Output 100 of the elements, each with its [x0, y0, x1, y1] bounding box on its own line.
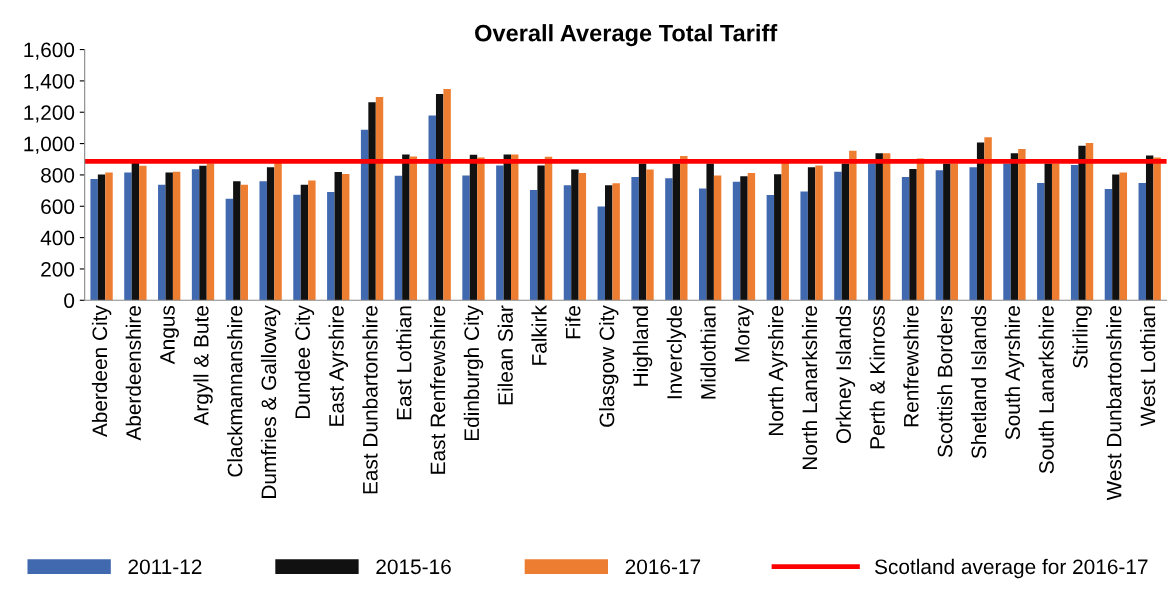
bar — [165, 172, 173, 301]
x-tick-label: Aberdeen City — [91, 305, 112, 438]
bar — [909, 168, 917, 301]
x-tick-label: Eilean Siar — [497, 305, 513, 405]
bar — [672, 163, 681, 301]
bar — [97, 174, 106, 301]
bar — [233, 181, 241, 301]
bar — [511, 154, 519, 301]
bar — [1078, 145, 1086, 301]
x-tick-label: Glasgow City — [599, 305, 619, 427]
bar — [706, 163, 714, 301]
x-tick-label: East Dunbartonshire — [362, 306, 378, 494]
x-tick-label: South Lanarkshire — [1038, 306, 1054, 474]
x-tick-label: North Ayrshire — [768, 306, 788, 436]
bar — [375, 96, 384, 301]
legend-label: Scotland average for 2016-17 — [874, 558, 1148, 579]
bar — [916, 158, 925, 301]
bar — [402, 154, 410, 301]
bar — [807, 167, 816, 301]
bar — [969, 167, 977, 301]
x-tick-label: East Lothian — [396, 306, 412, 420]
bar — [394, 175, 403, 301]
bar — [266, 167, 275, 301]
x-tick-label: Orkney Islands — [835, 305, 856, 444]
bar — [496, 165, 504, 301]
bar — [191, 169, 200, 301]
bar — [172, 171, 181, 301]
bar — [1153, 157, 1161, 301]
x-tick-label: Stirling — [1072, 306, 1092, 368]
y-tick-label: 800 — [41, 167, 75, 183]
bar — [105, 172, 113, 301]
bar — [665, 178, 673, 301]
bar — [1104, 189, 1113, 301]
bar — [293, 194, 301, 301]
x-tick-label: East Renfrewshire — [429, 306, 446, 474]
bar — [469, 154, 478, 301]
x-tick-label: Renfrewshire — [903, 306, 919, 427]
bar — [462, 175, 470, 301]
bar — [882, 153, 891, 301]
bar — [976, 142, 985, 301]
bar — [747, 172, 756, 301]
bar — [680, 156, 688, 301]
bar — [529, 189, 538, 301]
bar — [341, 173, 350, 301]
bar — [1018, 149, 1026, 301]
x-tick-label: South Ayrshire — [1004, 306, 1025, 440]
bar — [646, 169, 654, 301]
chart-title: Overall Average Total Tariff — [475, 24, 778, 47]
y-tick-label: 1,600 — [24, 42, 75, 60]
bar — [984, 137, 992, 301]
bar — [849, 150, 857, 301]
x-tick-label: Angus — [160, 305, 179, 365]
y-tick-label: 1,200 — [24, 105, 75, 123]
bar — [443, 89, 451, 301]
bar — [638, 163, 647, 301]
bar — [503, 154, 512, 301]
x-tick-label: Scottish Borders — [937, 305, 953, 458]
bar — [1119, 172, 1128, 301]
bar — [571, 169, 579, 301]
bar — [1085, 143, 1094, 301]
x-tick-label: West Dunbartonshire — [1106, 306, 1122, 501]
bar — [943, 163, 951, 301]
bar — [578, 172, 587, 301]
legend-label: 2011-12 — [128, 559, 202, 575]
bar — [477, 157, 485, 301]
bar — [428, 115, 436, 301]
bar — [1070, 164, 1079, 301]
bar — [713, 175, 722, 301]
bar — [901, 176, 910, 301]
bar — [1112, 174, 1120, 301]
bar — [875, 153, 883, 301]
bar — [537, 165, 545, 301]
bar — [766, 194, 775, 301]
y-tick-label: 200 — [41, 261, 75, 277]
x-tick-label: Argyll & Bute — [193, 306, 213, 426]
bar — [815, 165, 823, 301]
x-tick-label: Edinburgh City — [463, 305, 484, 441]
bar — [868, 163, 876, 301]
bar — [206, 163, 215, 301]
bar — [199, 165, 207, 301]
x-tick-label: Dundee City — [294, 305, 315, 419]
bar — [597, 206, 606, 301]
x-tick-label: Perth & Kinross — [869, 305, 885, 449]
bar — [368, 102, 376, 301]
bar — [240, 184, 248, 301]
bar — [360, 129, 369, 301]
x-tick-label: Falkirk — [531, 305, 547, 365]
bar — [259, 181, 267, 301]
bar — [1138, 182, 1146, 301]
y-tick-label: 1,400 — [24, 73, 75, 92]
bar — [124, 172, 132, 301]
x-tick-label: Clackmannanshire — [227, 306, 243, 477]
bar — [327, 192, 335, 301]
bar — [774, 174, 782, 301]
bar — [834, 171, 842, 301]
x-tick-label: Moray — [735, 305, 754, 362]
bar — [1145, 155, 1154, 301]
bar — [139, 165, 147, 301]
bar — [308, 180, 316, 301]
bar — [935, 170, 944, 301]
